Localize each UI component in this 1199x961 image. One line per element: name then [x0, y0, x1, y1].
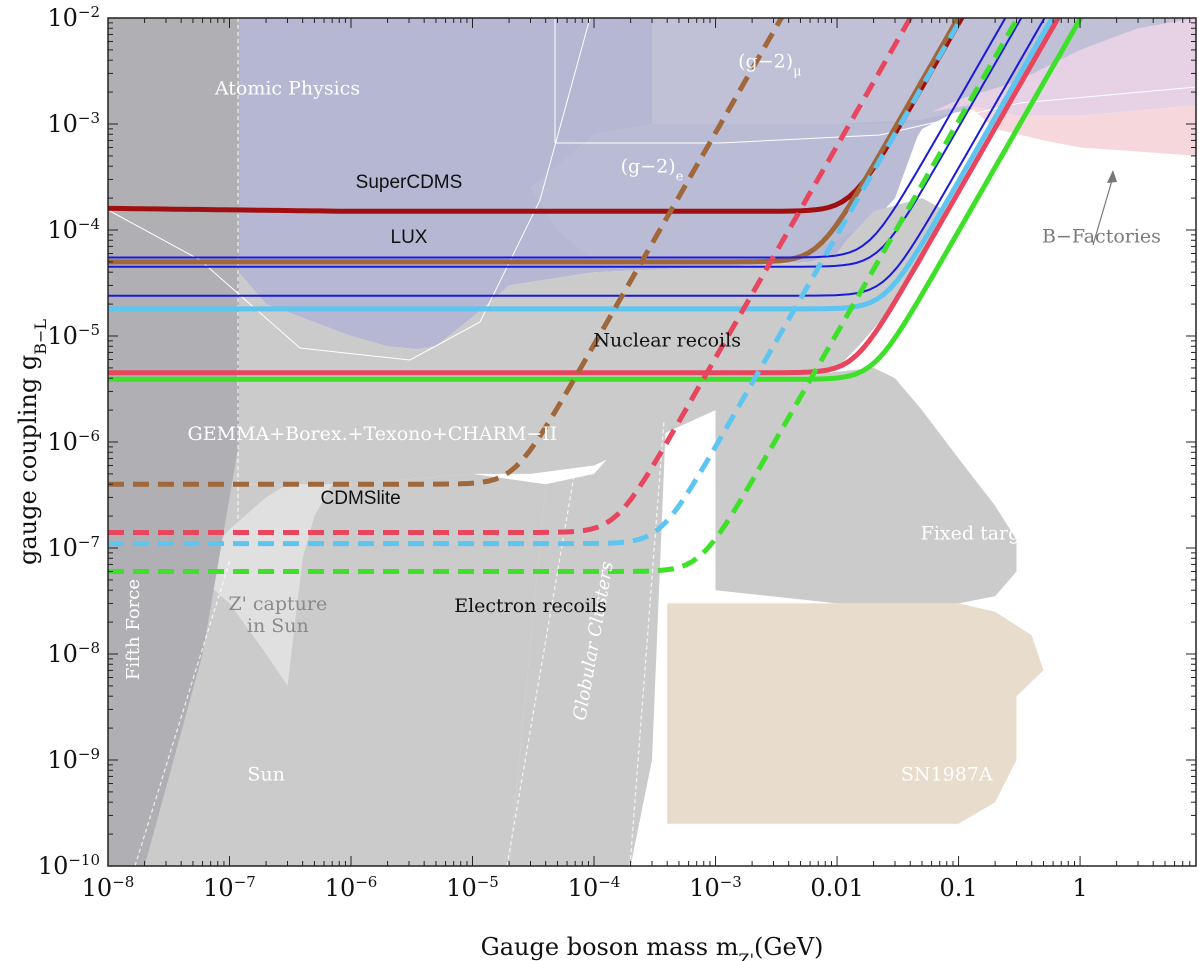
label-atomic-physics: Atomic Physics: [214, 77, 360, 99]
x-tick-label: 10−4: [568, 873, 621, 902]
y-tick-label: 10−4: [47, 215, 100, 244]
label-g-2-e: (g−2)e: [621, 155, 684, 184]
curve-lux: [108, 18, 961, 265]
x-tick-label: 0.01: [810, 874, 863, 902]
axis-tick-labels: 10−8 10−7 10−6 10−5 10−4 10−3 0.01 0.1 1 10−2 10−3…: [38, 3, 1088, 902]
y-tick-label: 10−3: [47, 109, 100, 138]
label-cdmslite: CDMSlite: [321, 488, 401, 509]
region-sn1987a: [667, 603, 1044, 824]
globular-clusters-left-boundary: [506, 469, 576, 866]
x-tick-label: 0.1: [939, 874, 977, 902]
y-tick-label: 10−8: [47, 639, 100, 668]
curve-blue-3: [108, 18, 1046, 297]
curve-light-blue-dashed: [108, 18, 965, 547]
curve-green-solid: [108, 18, 1084, 382]
b-factories-arrow-head: [1107, 170, 1117, 183]
curve-blue-1: [108, 18, 1007, 259]
region-nuclear-recoils-gray: [108, 198, 947, 485]
region-fixed-target: [715, 367, 1017, 604]
label-nuclear-recoils-gray: GEMMA+Borex.+Texono+CHARM−II: [188, 423, 558, 445]
x-tick-label: 10−7: [203, 873, 256, 902]
b-factories-arrow-line: [1092, 176, 1114, 246]
label-nuclear-recoils: Nuclear recoils: [593, 329, 741, 351]
region-g-2-mu: [652, 18, 1196, 124]
region-fifth-force: [108, 18, 240, 866]
region-g-2-e: [530, 124, 922, 264]
x-tick-label: 1: [1072, 874, 1087, 902]
x-tick-label: 10−6: [325, 873, 378, 902]
g-minus-2-mu-boundary: [555, 86, 1196, 144]
label-electron-recoils: Electron recoils: [454, 595, 607, 617]
label-lux: LUX: [391, 227, 428, 248]
sensitivity-curves: [108, 18, 1084, 574]
label-sn1987a: SN1987A: [901, 764, 993, 786]
curve-supercdms: [108, 18, 965, 214]
y-tick-label: 10−10: [38, 851, 100, 880]
y-tick-label: 10−6: [47, 427, 100, 456]
region-b-factories-upper: [931, 18, 1196, 116]
curve-electron-recoils: [108, 18, 1021, 574]
region-globular-clusters: [509, 391, 668, 866]
label-supercdms: SuperCDMS: [356, 172, 463, 193]
label-sun: Sun: [247, 764, 285, 786]
x-axis-label: Gauge boson mass mZ'(GeV): [481, 933, 824, 961]
curve-light-blue-solid: [108, 18, 1056, 312]
label-g-2-mu: (g−2)μ: [738, 51, 801, 80]
y-axis-label: gauge coupling gB−L: [14, 319, 50, 565]
curve-brown-dashed: [108, 18, 785, 487]
axis-ticks: [107, 18, 1197, 867]
y-tick-label: 10−2: [47, 3, 100, 32]
sun-boundary: [134, 559, 231, 866]
y-tick-label: 10−9: [47, 745, 100, 774]
globular-clusters-right-boundary: [629, 419, 665, 866]
label-fixed-target: Fixed target: [921, 523, 1040, 545]
x-tick-label: 10−5: [446, 873, 499, 902]
label-fifth-force: Fifth Force: [123, 579, 144, 680]
curve-blue-2: [108, 18, 1023, 268]
y-tick-label: 10−5: [47, 321, 100, 350]
curve-annotations: SuperCDMS LUX Nuclear recoils CDMSlite Elect…: [321, 172, 741, 617]
label-b-factories: B−Factories: [1042, 226, 1161, 248]
x-tick-label: 10−3: [689, 873, 742, 902]
curve-cdmslite: [108, 18, 914, 535]
x-tick-label: 10−8: [82, 873, 135, 902]
label-z-capture-in-sun: Z' capture in Sun: [228, 593, 327, 637]
y-tick-label: 10−7: [47, 533, 100, 562]
curve-nuclear-recoils: [108, 18, 1061, 376]
